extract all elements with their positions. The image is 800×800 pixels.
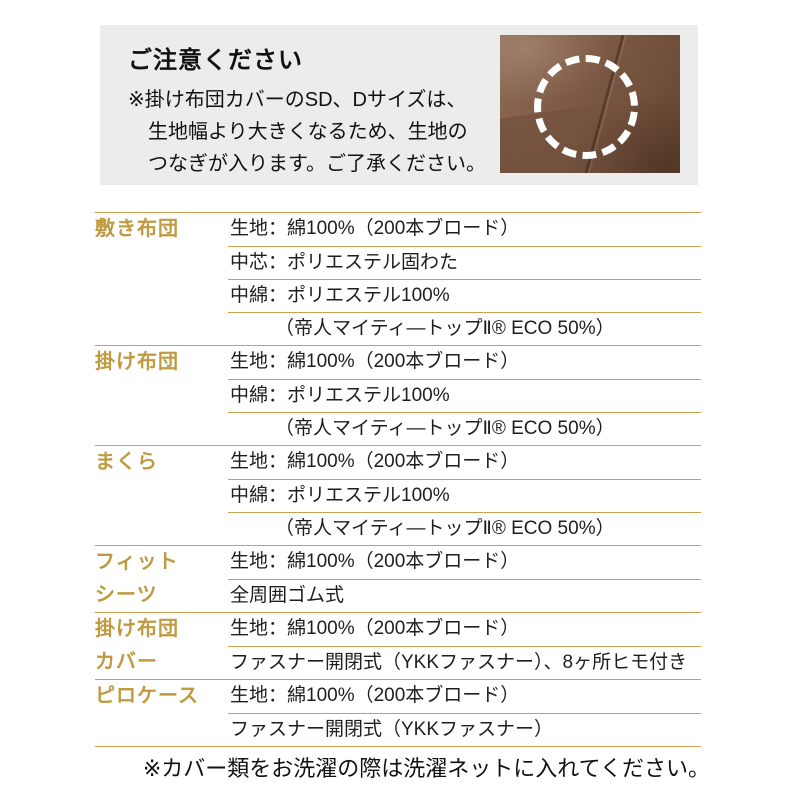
spec-row: （帝人マイティ―トップⅡ® ECO 50%） [228, 312, 701, 345]
spec-section-shikibuton: 敷き布団 生地：綿100%（200本ブロード） 中芯：ポリエステル固わた 中綿：… [95, 212, 701, 345]
notice-line: 生地幅より大きくなるため、生地の [148, 121, 468, 143]
section-label: 敷き布団 [95, 218, 179, 240]
spec-row: 中芯：ポリエステル固わた [228, 246, 701, 279]
notice-title: ご注意ください [128, 47, 303, 74]
spec-row: 生地：綿100%（200本ブロード） [230, 218, 520, 239]
spec-row: 生地：綿100%（200本ブロード） [230, 685, 520, 706]
section-label: 掛け布団 カバー [95, 618, 179, 673]
spec-row: 生地：綿100%（200本ブロード） [230, 618, 520, 639]
spec-row: （帝人マイティ―トップⅡ® ECO 50%） [228, 412, 701, 445]
spec-row: 中綿：ポリエステル100% [228, 479, 701, 512]
fabric-seam-photo [500, 35, 680, 173]
spec-row: ファスナー開閉式（YKKファスナー） [228, 713, 701, 746]
section-rows: 生地：綿100%（200本ブロード） 全周囲ゴム式 [228, 546, 701, 612]
spec-row: 生地：綿100%（200本ブロード） [230, 451, 520, 472]
section-label: 掛け布団 [95, 351, 179, 373]
section-rows: 生地：綿100%（200本ブロード） 中綿：ポリエステル100% （帝人マイティ… [228, 446, 701, 545]
spec-row: 中綿：ポリエステル100% [228, 279, 701, 312]
spec-section-makura: まくら 生地：綿100%（200本ブロード） 中綿：ポリエステル100% （帝人… [95, 445, 701, 545]
spec-row: 全周囲ゴム式 [228, 579, 701, 612]
spec-row: 中綿：ポリエステル100% [228, 379, 701, 412]
section-rows: 生地：綿100%（200本ブロード） ファスナー開閉式（YKKファスナー）、8ヶ… [228, 613, 701, 679]
section-label: フィット シーツ [95, 551, 179, 606]
spec-section-kakebuton: 掛け布団 生地：綿100%（200本ブロード） 中綿：ポリエステル100% （帝… [95, 345, 701, 445]
spec-section-pillowcase: ピロケース 生地：綿100%（200本ブロード） ファスナー開閉式（YKKファス… [95, 679, 701, 747]
spec-section-fit-sheets: フィット シーツ 生地：綿100%（200本ブロード） 全周囲ゴム式 [95, 545, 701, 612]
dashed-circle-highlight-icon [534, 55, 638, 159]
notice-box: ご注意ください ※掛け布団カバーのSD、Dサイズは、 生地幅より大きくなるため、… [100, 25, 698, 185]
section-rows: 生地：綿100%（200本ブロード） 中芯：ポリエステル固わた 中綿：ポリエステ… [228, 213, 701, 345]
section-rows: 生地：綿100%（200本ブロード） 中綿：ポリエステル100% （帝人マイティ… [228, 346, 701, 445]
section-label: まくら [95, 451, 158, 473]
section-label: ピロケース [95, 685, 199, 707]
spec-row: 生地：綿100%（200本ブロード） [230, 351, 520, 372]
spec-row: 生地：綿100%（200本ブロード） [230, 551, 520, 572]
spec-row: ファスナー開閉式（YKKファスナー）、8ヶ所ヒモ付き [228, 646, 701, 679]
spec-row: （帝人マイティ―トップⅡ® ECO 50%） [228, 512, 701, 545]
notice-line: つなぎが入ります。ご了承ください。 [148, 153, 486, 175]
notice-text: ご注意ください ※掛け布団カバーのSD、Dサイズは、 生地幅より大きくなるため、… [128, 40, 503, 180]
notice-line: ※掛け布団カバーのSD、Dサイズは、 [128, 89, 467, 111]
spec-table: 敷き布団 生地：綿100%（200本ブロード） 中芯：ポリエステル固わた 中綿：… [95, 212, 701, 747]
washing-note: ※カバー類をお洗濯の際は洗濯ネットに入れてください。 [142, 756, 710, 781]
section-rows: 生地：綿100%（200本ブロード） ファスナー開閉式（YKKファスナー） [228, 680, 701, 746]
spec-section-kakebuton-cover: 掛け布団 カバー 生地：綿100%（200本ブロード） ファスナー開閉式（YKK… [95, 612, 701, 679]
